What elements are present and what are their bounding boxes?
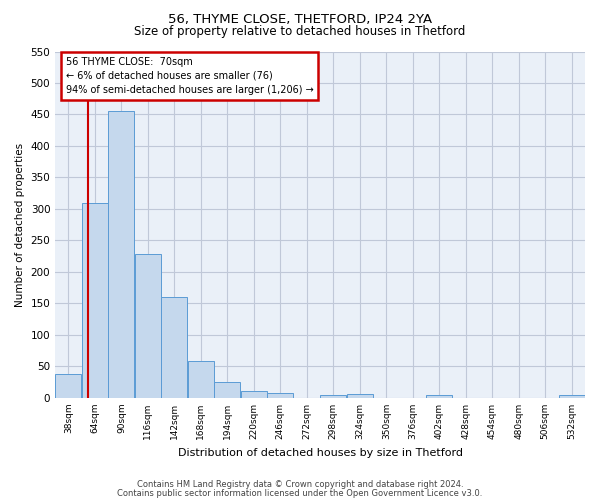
Bar (241, 391, 267, 398)
Bar (347, 394, 373, 398)
Bar (427, 395, 452, 398)
Text: Size of property relative to detached houses in Thetford: Size of property relative to detached ho… (134, 25, 466, 38)
Bar (268, 393, 293, 398)
X-axis label: Distribution of detached houses by size in Thetford: Distribution of detached houses by size … (178, 448, 463, 458)
Y-axis label: Number of detached properties: Number of detached properties (15, 142, 25, 307)
Text: 56 THYME CLOSE:  70sqm
← 6% of detached houses are smaller (76)
94% of semi-deta: 56 THYME CLOSE: 70sqm ← 6% of detached h… (66, 56, 314, 94)
Text: Contains public sector information licensed under the Open Government Licence v3: Contains public sector information licen… (118, 488, 482, 498)
Text: Contains HM Land Registry data © Crown copyright and database right 2024.: Contains HM Land Registry data © Crown c… (137, 480, 463, 489)
Bar (559, 396, 585, 398)
Bar (109, 110, 134, 398)
Bar (82, 202, 108, 398)
Bar (320, 395, 346, 398)
Bar (55, 374, 82, 398)
Bar (135, 254, 161, 398)
Bar (188, 362, 214, 398)
Bar (214, 382, 241, 398)
Bar (161, 297, 187, 398)
Text: 56, THYME CLOSE, THETFORD, IP24 2YA: 56, THYME CLOSE, THETFORD, IP24 2YA (168, 12, 432, 26)
